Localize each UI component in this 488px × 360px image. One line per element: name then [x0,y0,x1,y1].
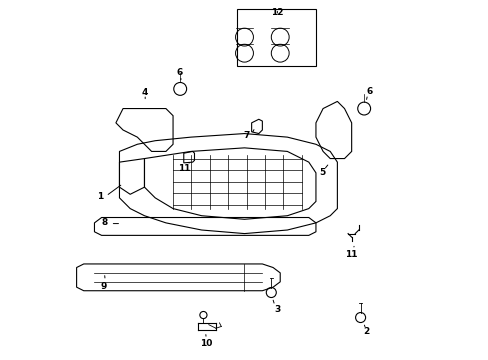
Text: 4: 4 [142,88,148,97]
Text: 8: 8 [101,218,107,227]
Text: 12: 12 [270,8,283,17]
Text: 11: 11 [178,164,190,173]
Text: 5: 5 [319,168,325,177]
Bar [237,9,315,66]
Text: 9: 9 [101,282,107,291]
Text: 1: 1 [97,192,103,201]
Text: 3: 3 [274,305,280,314]
Text: 7: 7 [243,131,249,140]
Text: 6: 6 [366,87,372,96]
Text: 10: 10 [199,339,212,348]
Text: 2: 2 [362,327,368,336]
Text: 6: 6 [176,68,182,77]
Text: 11: 11 [345,250,357,259]
